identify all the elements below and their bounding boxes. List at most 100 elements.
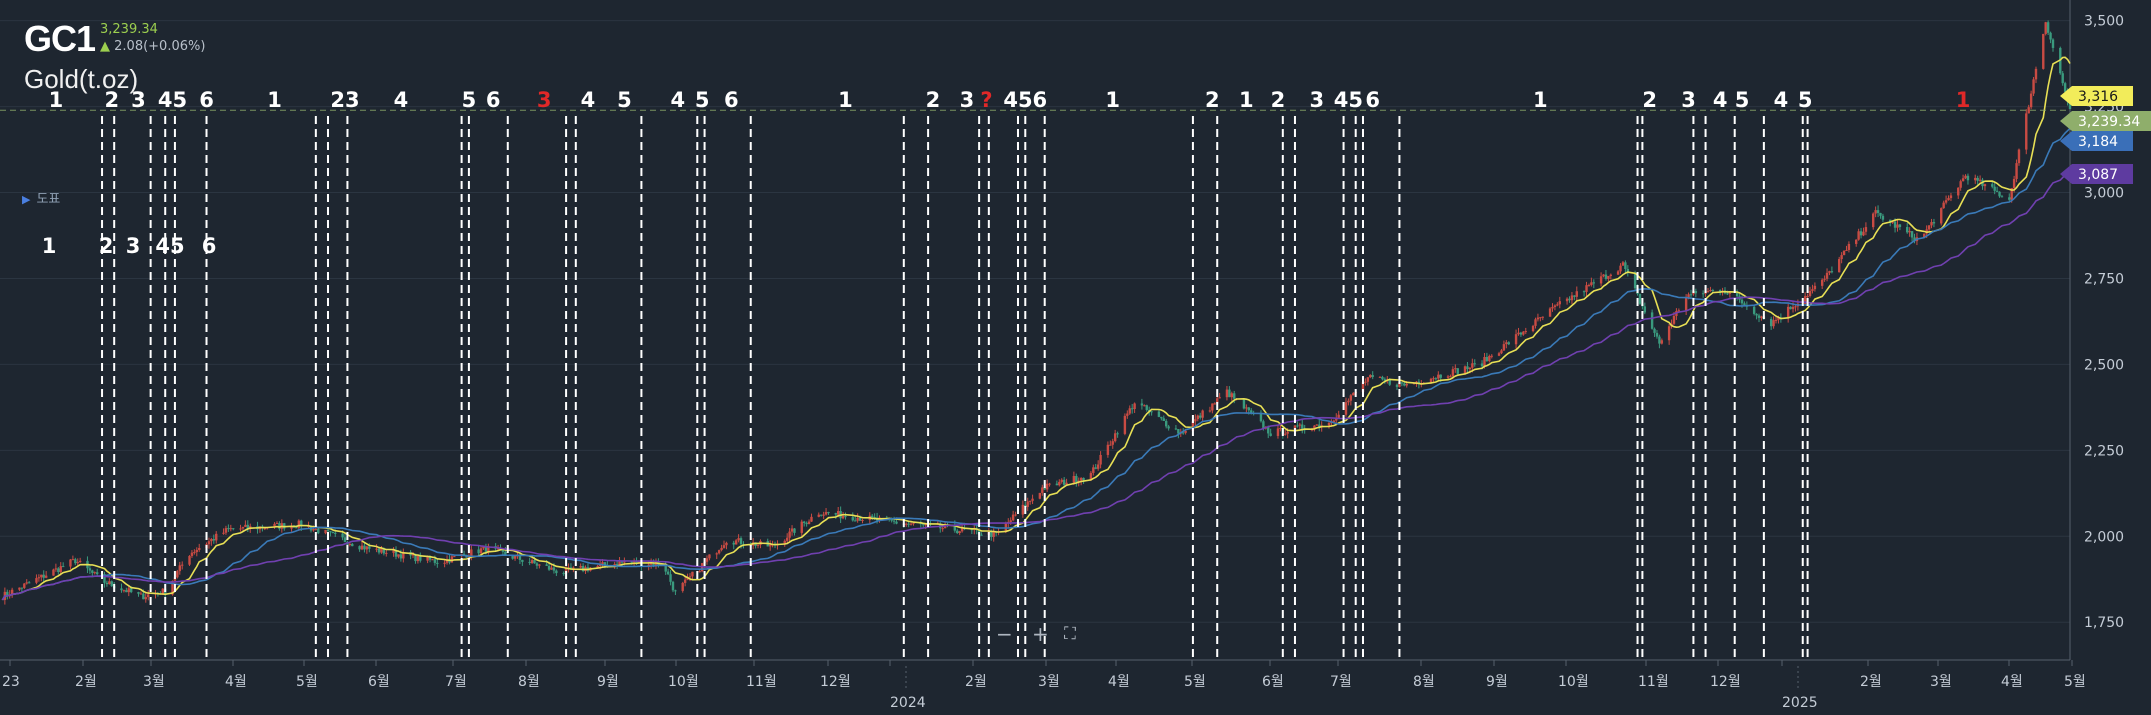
candle-body <box>1109 444 1112 446</box>
candle-body <box>1777 317 1780 320</box>
candle-body <box>35 578 38 583</box>
candle-body <box>1590 282 1593 286</box>
wave-label-lower: 3 <box>126 234 141 258</box>
candle-body <box>1993 186 1996 191</box>
candle-body <box>394 550 398 557</box>
candle-body <box>1718 290 1722 292</box>
candle-body <box>1182 432 1185 434</box>
candle-body <box>564 567 568 574</box>
candle-body <box>1701 293 1705 295</box>
candle-body <box>1366 377 1370 382</box>
candle-body <box>2046 22 2050 33</box>
price-tag: 3,316 <box>2060 86 2133 106</box>
wave-label: 2 <box>1271 88 1286 112</box>
candle-body <box>1446 376 1450 378</box>
candle-body <box>1927 225 1931 230</box>
candle-body <box>807 521 811 525</box>
candle-body <box>1862 231 1865 236</box>
x-tick-label: 4월 <box>1108 674 1130 690</box>
candle-body <box>922 524 925 526</box>
candle-body <box>1449 376 1452 378</box>
candle-body <box>1480 363 1484 367</box>
candle-body <box>824 512 828 515</box>
candle-body <box>23 583 26 588</box>
candle-body <box>195 549 198 553</box>
candle-body <box>805 522 808 525</box>
candle-body <box>783 540 786 544</box>
candle-body <box>1774 319 1778 321</box>
candle-body <box>1296 425 1299 427</box>
candle-body <box>397 554 400 557</box>
candle-body <box>1092 467 1095 473</box>
wave-label-lower: 2 <box>99 234 114 258</box>
candle-body <box>402 552 405 559</box>
candle-body <box>37 577 41 579</box>
candle-body <box>1160 416 1163 419</box>
candle-body <box>178 565 181 572</box>
candle-body <box>142 593 145 600</box>
candle-body <box>1381 376 1384 380</box>
candle-body <box>1638 293 1642 304</box>
candle-body <box>52 569 55 576</box>
candle-body <box>329 531 332 533</box>
candle-body <box>324 529 327 534</box>
x-tick-label: 7월 <box>1330 674 1352 690</box>
candle-body <box>382 548 386 554</box>
candle-body <box>343 537 347 542</box>
wave-label: 4 <box>1774 88 1789 112</box>
wave-label: 1 <box>267 88 282 112</box>
wave-label: 3 <box>1681 88 1696 112</box>
wave-label: 6 <box>724 88 739 112</box>
price-change-value: 2.08(+0.06%) <box>114 39 206 54</box>
candle-body <box>1276 428 1280 436</box>
candle-body <box>530 560 534 563</box>
candle-body <box>278 523 281 529</box>
x-tick-label: 6월 <box>368 674 390 690</box>
candle-body <box>1573 295 1576 297</box>
candle-body <box>1983 184 1987 187</box>
candle-body <box>1456 368 1459 374</box>
x-tick-label: 8월 <box>1413 674 1435 690</box>
zoom-out-button[interactable]: − <box>996 622 1013 646</box>
candle-body <box>800 521 803 533</box>
candle-body <box>1531 325 1535 332</box>
candle-body <box>1279 427 1282 429</box>
candle-body <box>1575 291 1578 297</box>
zoom-in-button[interactable]: + <box>1032 622 1049 646</box>
candle-body <box>1301 424 1304 430</box>
fullscreen-button[interactable]: ⛶ <box>1064 624 1076 644</box>
drawings-toggle[interactable]: ▶ 도표 <box>22 188 60 207</box>
candle-body <box>1318 424 1321 428</box>
candle-body <box>428 556 432 560</box>
candle-body <box>819 514 823 516</box>
candle-body <box>1041 487 1044 493</box>
candle-body <box>1096 464 1100 469</box>
candle-body <box>1786 306 1790 319</box>
candle-body <box>1488 355 1491 362</box>
candle-body <box>1813 285 1817 290</box>
candle-body <box>479 548 483 554</box>
candle-body <box>2051 39 2055 48</box>
candle-body <box>1150 411 1153 413</box>
candle-body <box>1400 382 1404 384</box>
candle-body <box>241 526 245 529</box>
candle-body <box>1196 415 1199 420</box>
wave-markers <box>101 116 1809 660</box>
candle-body <box>756 544 760 546</box>
wave-label: 45 <box>1003 88 1032 112</box>
candle-body <box>521 559 524 562</box>
candle-body <box>93 572 96 574</box>
candle-body <box>1949 195 1953 199</box>
candle-body <box>365 546 369 550</box>
candle-body <box>1519 332 1523 335</box>
candle-body <box>6 591 9 596</box>
candle-body <box>1123 415 1127 434</box>
candle-body <box>511 555 514 559</box>
candle-body <box>1233 393 1236 399</box>
wave-label: ? <box>980 88 992 112</box>
candle-body <box>300 520 303 527</box>
candle-body <box>1791 306 1795 310</box>
candle-body <box>892 520 896 522</box>
candle-body <box>1524 331 1527 333</box>
